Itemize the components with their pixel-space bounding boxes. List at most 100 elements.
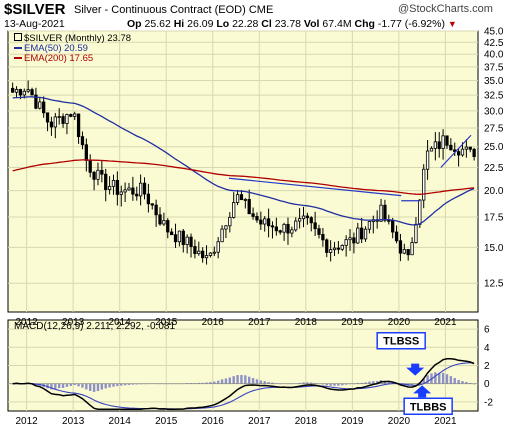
price-y-tick-label: 20.0 [484, 186, 504, 197]
macd-x-tick-label: 2017 [248, 416, 271, 427]
macd-histogram-bar [54, 383, 57, 389]
candle-body [243, 199, 247, 201]
price-y-tick-label: 27.5 [484, 123, 504, 134]
candle-body [69, 114, 73, 117]
tlbbs-up-arrow-icon [413, 385, 432, 398]
tlbss-label: TLBSS [383, 336, 419, 348]
legend-ema50-text: EMA(50) 20.59 [24, 43, 88, 54]
macd-histogram-bar [85, 383, 88, 390]
candle-body [96, 169, 100, 180]
vol-value: 67.4M [322, 18, 352, 30]
candle-body [356, 227, 360, 244]
candle-body [170, 231, 174, 236]
macd-histogram-bar [120, 383, 123, 386]
candle-body [332, 247, 337, 251]
candle-body [111, 180, 116, 187]
legend-candle-icon [14, 33, 22, 41]
price-y-tick-label: 35.0 [484, 76, 504, 87]
macd-histogram-bar [127, 383, 131, 385]
macd-histogram-bar [228, 377, 232, 384]
macd-histogram-bar [306, 382, 309, 384]
macd-histogram-bar [325, 383, 328, 386]
tlbbs-annotation: TLBBS [403, 385, 453, 416]
tlbss-box [376, 331, 426, 350]
macd-histogram-bar [445, 374, 449, 384]
candle-body [344, 239, 348, 246]
legend-ema50: EMA(50) 20.59 [14, 43, 88, 54]
candle-body [14, 89, 19, 93]
candle-body [270, 225, 275, 228]
candle-body [317, 228, 321, 235]
price-y-tick-label: 37.5 [484, 62, 504, 73]
macd-histogram-bar [116, 383, 119, 387]
candle-body [61, 116, 65, 124]
ohlc-stats: Op 25.62 Hi 26.09 Lo 22.28 Cl 23.78 Vol … [127, 18, 457, 30]
macd-panel-label: MACD(12,26,9) 2.211, 2.292, -0.081 [14, 321, 176, 332]
macd-histogram-bar [65, 383, 69, 387]
candle-body [266, 218, 271, 227]
macd-histogram-bar [375, 381, 379, 384]
candle-body [278, 230, 282, 233]
tlbbs-box [403, 397, 453, 416]
candle-body [162, 220, 166, 225]
macd-histogram-bar [123, 383, 127, 386]
chg-label: Chg [354, 18, 375, 30]
resistance-trendline [228, 177, 402, 197]
candle-body [142, 182, 147, 195]
candle-body [305, 215, 310, 219]
macd-histogram-bar [213, 381, 216, 384]
macd-histogram-bar [333, 383, 336, 386]
macd-histogram-bar [472, 383, 476, 385]
price-x-tick-label: 2021 [434, 317, 457, 328]
macd-histogram-bar [298, 382, 301, 384]
macd-histogram-bar [112, 383, 115, 387]
candle-body [472, 148, 476, 157]
candle-body [177, 230, 182, 243]
candle-body [383, 204, 387, 221]
macd-histogram-bar [329, 383, 332, 386]
candle-body [22, 90, 26, 96]
macd-histogram-bar [209, 382, 212, 384]
macd-histogram-bar [255, 379, 259, 384]
candle-body [402, 249, 406, 254]
macd-histogram-bar [197, 382, 200, 384]
candle-body [294, 220, 298, 231]
candle-body [363, 228, 368, 240]
macd-histogram-bar [422, 378, 425, 384]
candle-body [26, 89, 30, 92]
candle-body [119, 191, 123, 195]
macd-y-tick-label: 2 [484, 361, 490, 372]
macd-histogram-bar [426, 375, 429, 384]
macd-x-tick-label: 2012 [15, 416, 38, 427]
macd-y-tick-label: 4 [484, 343, 490, 354]
macd-histogram-bar [387, 381, 391, 384]
macd-x-tick-label: 2018 [295, 416, 318, 427]
candle-body [297, 218, 302, 222]
candle-body [348, 237, 352, 241]
tlbbs-label: TLBBS [410, 401, 447, 413]
candle-body [57, 116, 61, 118]
macd-histogram-bar [465, 381, 468, 384]
price-y-tick-label: 42.5 [484, 38, 504, 49]
macd-y-tick-label: 0 [484, 379, 490, 390]
candle-body [107, 185, 112, 190]
price-x-tick-label: 2013 [62, 317, 85, 328]
macd-histogram-bar [368, 381, 371, 384]
ema200-line [12, 159, 475, 195]
macd-histogram-bar [89, 383, 92, 391]
price-y-tick-label: 32.5 [484, 91, 504, 102]
low-label: Lo [216, 18, 230, 30]
price-x-tick-label: 2019 [341, 317, 364, 328]
candle-body [340, 244, 344, 250]
candle-body [224, 225, 228, 230]
candle-body [115, 180, 119, 195]
price-y-tick-label: 40.0 [484, 50, 504, 61]
candle-body [425, 150, 430, 170]
candle-body [394, 231, 399, 242]
candle-body [11, 87, 15, 93]
candle-body [197, 250, 201, 255]
candle-body [80, 136, 85, 146]
macd-line [12, 358, 475, 410]
legend-symbol: $SILVER (Monthly) 23.78 [14, 33, 131, 44]
price-x-tick-label: 2016 [202, 317, 225, 328]
